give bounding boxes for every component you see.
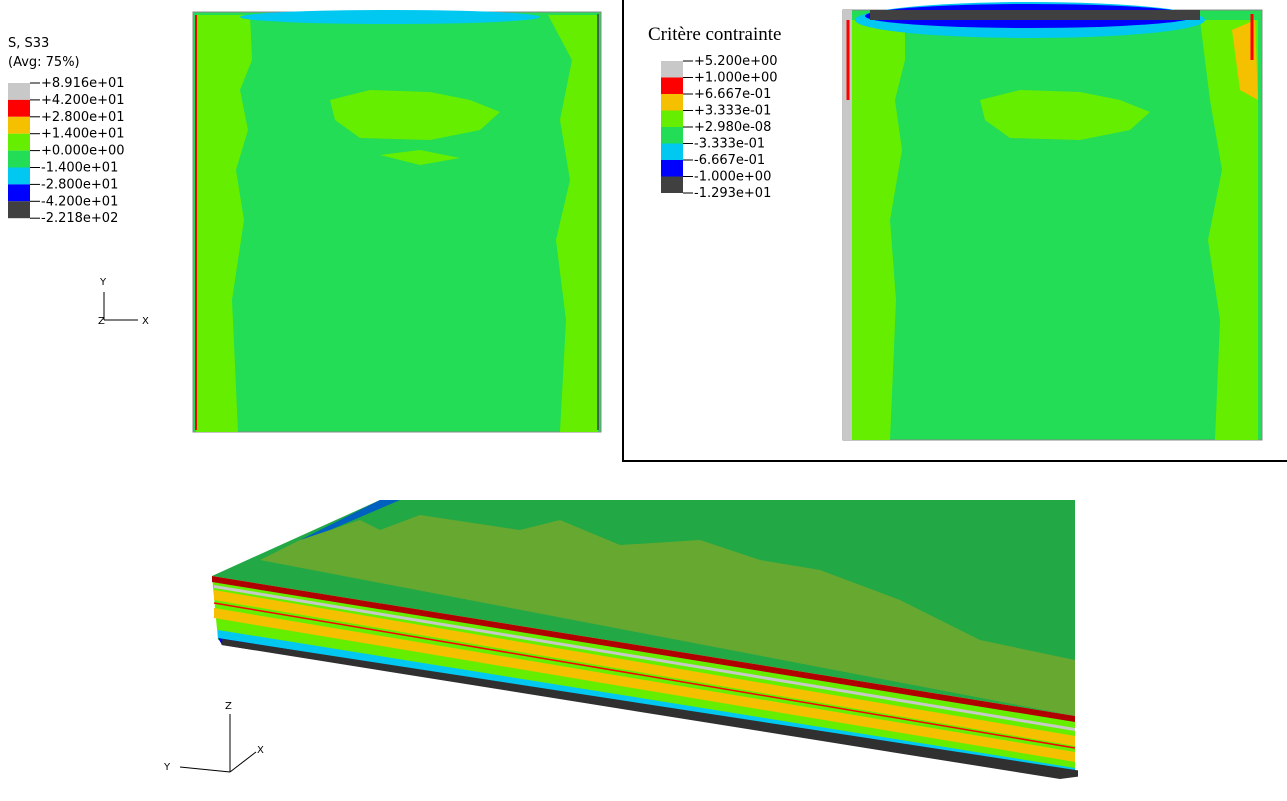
- legend-swatch: [661, 77, 683, 94]
- axis-triad: [103, 292, 138, 321]
- legend-label: -4.200e+01: [41, 194, 118, 209]
- legend-swatch: [661, 176, 683, 193]
- legend-label: +1.400e+01: [41, 127, 125, 142]
- legend-swatch: [661, 143, 683, 160]
- slab-3d: [212, 500, 1078, 780]
- contour-plot: [192, 10, 602, 433]
- legend-label: -1.293e+01: [694, 186, 771, 201]
- legend-label: +5.200e+00: [694, 54, 778, 69]
- legend-label: +0.000e+00: [41, 144, 125, 159]
- legend-swatch: [661, 61, 683, 78]
- legend-swatch: [661, 160, 683, 177]
- legend-swatch: [8, 201, 30, 219]
- axis-label: Y: [163, 762, 171, 773]
- legend-swatch: [8, 99, 30, 117]
- axis-label: Z: [98, 316, 105, 327]
- legend-label: +3.333e-01: [694, 104, 771, 119]
- legend-label: +6.667e-01: [694, 87, 771, 102]
- legend-label: -3.333e-01: [694, 137, 765, 152]
- legend-swatch: [8, 184, 30, 202]
- legend-swatch: [661, 110, 683, 127]
- legend: +5.200e+00 +1.000e+00+6.667e-01 +3.333e-01…: [661, 54, 778, 201]
- legend-label: +2.980e-08: [694, 120, 771, 135]
- legend-swatch: [661, 127, 683, 144]
- legend-swatch: [661, 94, 683, 111]
- legend: +8.916e+01 +4.200e+01 +2.800e+01 +1.400e+01…: [8, 76, 125, 226]
- legend-label: -1.000e+00: [694, 170, 771, 185]
- legend-label: +2.800e+01: [41, 110, 125, 125]
- legend-label: +1.000e+00: [694, 71, 778, 86]
- legend-swatch: [8, 133, 30, 151]
- legend-title: Critère contrainte: [648, 24, 781, 45]
- legend-title: S, S33: [8, 36, 49, 51]
- panel-frame: [622, 0, 1287, 462]
- axis-label: Y: [99, 277, 107, 288]
- legend-label: +8.916e+01: [41, 76, 125, 91]
- axis-label: X: [142, 316, 149, 327]
- legend-swatch: [8, 83, 30, 100]
- axis-label: X: [257, 745, 264, 756]
- legend-label: +4.200e+01: [41, 93, 125, 108]
- legend-swatch: [8, 116, 30, 134]
- legend-label: -6.667e-01: [694, 153, 765, 168]
- legend-label: -2.800e+01: [41, 177, 118, 192]
- axis-triad: [179, 714, 257, 773]
- legend-subtitle: (Avg: 75%): [8, 55, 80, 70]
- legend-label: -2.218e+02: [41, 211, 118, 226]
- legend-swatch: [8, 150, 30, 168]
- legend-label: -1.400e+01: [41, 161, 118, 176]
- axis-label: Z: [225, 701, 232, 712]
- contour-plot: [842, 2, 1263, 441]
- legend-swatch: [8, 167, 30, 185]
